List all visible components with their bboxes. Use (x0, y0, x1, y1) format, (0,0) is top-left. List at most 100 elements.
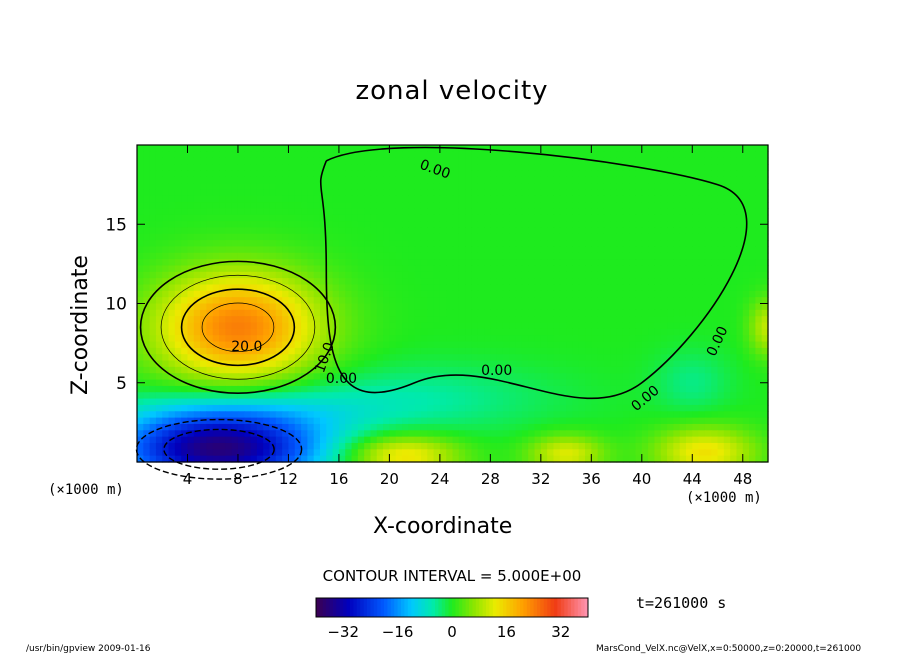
heatmap-cell (395, 271, 403, 279)
heatmap-cell (490, 271, 498, 279)
heatmap-cell (629, 398, 637, 406)
heatmap-cell (162, 259, 170, 267)
heatmap-cell (219, 398, 226, 406)
heatmap-cell (635, 221, 643, 229)
heatmap-cell (755, 309, 763, 317)
heatmap-cell (174, 183, 182, 190)
heatmap-cell (351, 145, 359, 152)
heatmap-cell (521, 404, 529, 412)
heatmap-cell (622, 398, 630, 406)
heatmap-cell (275, 176, 283, 184)
heatmap-cell (225, 322, 233, 330)
heatmap-cell (641, 373, 649, 381)
heatmap-cell (307, 189, 315, 197)
heatmap-cell (439, 398, 447, 406)
heatmap-cell (528, 145, 536, 152)
heatmap-cell (534, 195, 542, 203)
heatmap-cell (692, 145, 700, 152)
heatmap-cell (395, 309, 403, 317)
heatmap-cell (585, 316, 592, 324)
heatmap-cell (616, 309, 624, 317)
heatmap-cell (566, 176, 573, 184)
heatmap-cell (294, 449, 302, 457)
heatmap-cell (641, 341, 649, 349)
heatmap-cell (509, 202, 517, 209)
heatmap-cell (679, 303, 687, 311)
heatmap-cell (685, 316, 693, 324)
heatmap-cell (616, 455, 624, 463)
heatmap-cell (685, 265, 693, 273)
heatmap-cell (515, 354, 523, 362)
heatmap-cell (736, 455, 744, 463)
heatmap-cell (193, 240, 201, 248)
heatmap-cell (193, 189, 201, 197)
heatmap-cell (502, 417, 510, 425)
heatmap-cell (263, 322, 271, 330)
heatmap-cell (439, 328, 447, 336)
heatmap-cell (137, 265, 144, 273)
heatmap-cell (427, 442, 435, 450)
heatmap-cell (761, 176, 769, 184)
heatmap-cell (414, 385, 422, 393)
heatmap-cell (414, 411, 422, 419)
heatmap-cell (263, 373, 271, 381)
heatmap-cell (174, 430, 182, 438)
heatmap-cell (502, 252, 510, 260)
heatmap-cell (269, 271, 277, 279)
heatmap-cell (408, 303, 416, 311)
heatmap-cell (383, 259, 390, 267)
heatmap-cell (616, 385, 624, 393)
heatmap-cell (603, 404, 611, 412)
heatmap-cell (250, 449, 258, 457)
heatmap-cell (648, 360, 656, 368)
heatmap-cell (174, 221, 182, 229)
heatmap-cell (547, 347, 555, 355)
heatmap-cell (553, 252, 561, 260)
heatmap-cell (711, 214, 719, 222)
heatmap-cell (629, 379, 637, 387)
heatmap-cell (540, 284, 548, 292)
heatmap-cell (345, 265, 353, 273)
heatmap-cell (244, 176, 252, 184)
heatmap-cell (673, 455, 681, 463)
heatmap-cell (736, 360, 744, 368)
heatmap-cell (187, 366, 195, 374)
heatmap-cell (256, 252, 264, 260)
heatmap-cell (307, 436, 315, 444)
heatmap-cell (370, 449, 378, 457)
heatmap-cell (143, 233, 151, 241)
heatmap-cell (376, 449, 384, 457)
heatmap-cell (534, 170, 542, 178)
heatmap-cell (162, 208, 170, 216)
heatmap-cell (465, 398, 473, 406)
heatmap-cell (439, 151, 447, 159)
heatmap-cell (622, 360, 630, 368)
heatmap-cell (761, 373, 769, 381)
heatmap-cell (723, 208, 731, 216)
heatmap-cell (685, 202, 693, 209)
heatmap-cell (137, 157, 144, 165)
heatmap-cell (288, 157, 296, 165)
heatmap-cell (641, 252, 649, 260)
heatmap-cell (402, 214, 409, 222)
heatmap-cell (597, 385, 605, 393)
heatmap-cell (704, 176, 712, 184)
heatmap-cell (452, 354, 460, 362)
heatmap-cell (692, 271, 700, 279)
heatmap-cell (439, 189, 447, 197)
heatmap-cell (301, 379, 308, 387)
heatmap-cell (749, 404, 756, 412)
heatmap-cell (137, 417, 144, 425)
heatmap-cell (313, 404, 321, 412)
heatmap-cell (162, 404, 170, 412)
heatmap-cell (717, 347, 725, 355)
heatmap-cell (313, 246, 321, 254)
heatmap-cell (585, 195, 592, 203)
heatmap-cell (301, 164, 308, 171)
heatmap-cell (496, 328, 504, 336)
heatmap-cell (566, 252, 573, 260)
heatmap-cell (616, 398, 624, 406)
heatmap-cell (698, 303, 706, 311)
heatmap-cell (389, 436, 397, 444)
heatmap-cell (263, 392, 271, 400)
